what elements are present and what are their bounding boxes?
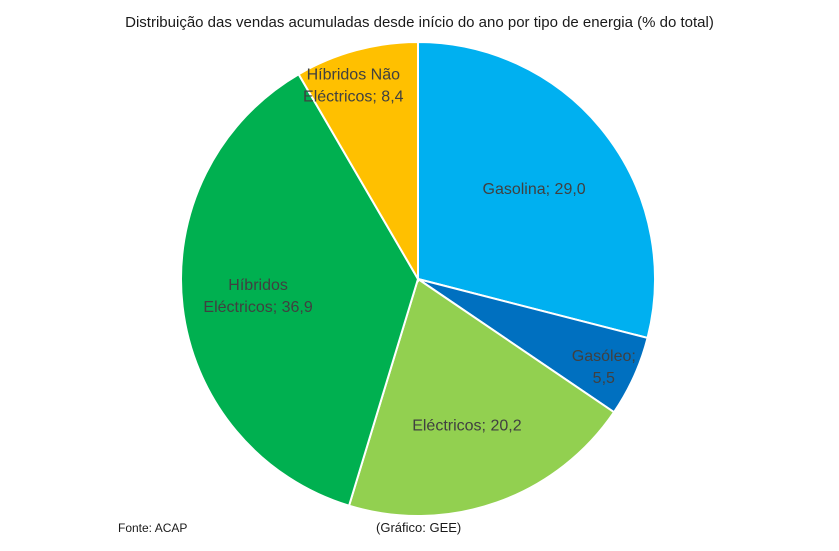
data-label-gasolina: Gasolina; 29,0 [483,181,586,198]
pie-slice-h-bridos-n-o-el-ctricos [297,40,419,283]
pie-slice-h-bridos-el-ctricos [180,72,420,507]
chart-title: Distribuição das vendas acumuladas desde… [125,14,714,31]
source-note: Fonte: ACAP [118,521,188,535]
chart-credit: (Gráfico: GEE) [376,520,462,535]
data-label-h-bridos-n-o-el-ctricos: Híbridos Não Eléctricos; 8,4 [303,66,404,105]
data-label-gas-leo: Gasóleo; 5,5 [572,348,636,387]
data-label-el-ctricos: Eléctricos; 20,2 [412,418,521,435]
pie-slice-el-ctricos [347,277,616,517]
pie-slice-gasolina [417,40,656,340]
data-label-h-bridos-el-ctricos: Híbridos Eléctricos; 36,9 [203,277,312,316]
